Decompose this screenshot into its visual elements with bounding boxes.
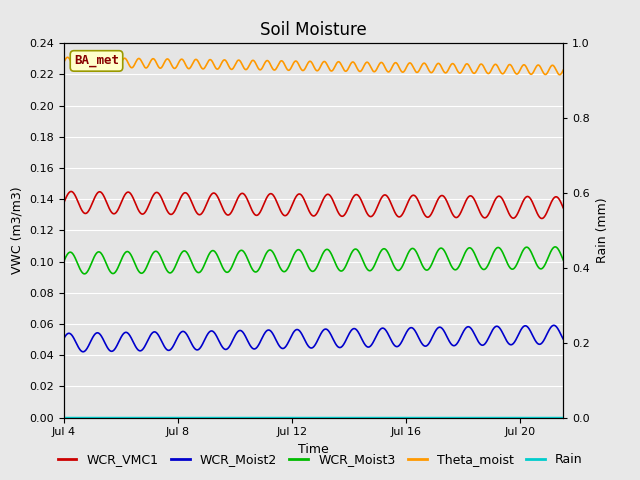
Legend: WCR_VMC1, WCR_Moist2, WCR_Moist3, Theta_moist, Rain: WCR_VMC1, WCR_Moist2, WCR_Moist3, Theta_… <box>52 448 588 471</box>
Text: BA_met: BA_met <box>74 54 119 67</box>
Title: Soil Moisture: Soil Moisture <box>260 21 367 39</box>
Y-axis label: Rain (mm): Rain (mm) <box>596 198 609 263</box>
Y-axis label: VWC (m3/m3): VWC (m3/m3) <box>11 187 24 274</box>
X-axis label: Time: Time <box>298 443 329 456</box>
